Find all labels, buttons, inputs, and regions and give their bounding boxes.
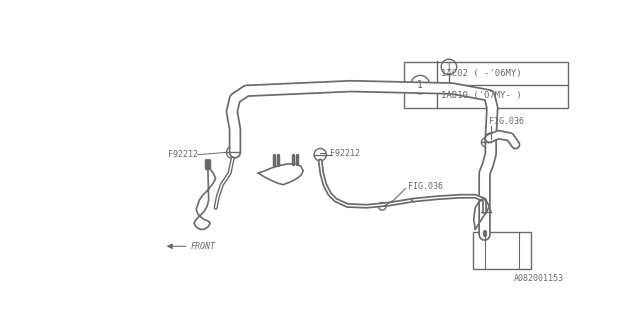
Text: F92212: F92212 [168, 150, 198, 159]
Bar [404, 61, 568, 108]
Text: 1AC02 ( -'06MY): 1AC02 ( -'06MY) [441, 69, 522, 78]
Text: F92212: F92212 [330, 148, 360, 158]
Text: FIG.036: FIG.036 [408, 182, 443, 191]
Bar [473, 232, 531, 269]
Text: FIG.036: FIG.036 [489, 117, 524, 126]
Text: 1: 1 [446, 62, 452, 72]
Text: 1: 1 [417, 80, 423, 90]
Text: 1AD10 ('07MY- ): 1AD10 ('07MY- ) [441, 91, 522, 100]
Text: A082001153: A082001153 [514, 274, 564, 283]
Text: FRONT: FRONT [191, 242, 216, 251]
